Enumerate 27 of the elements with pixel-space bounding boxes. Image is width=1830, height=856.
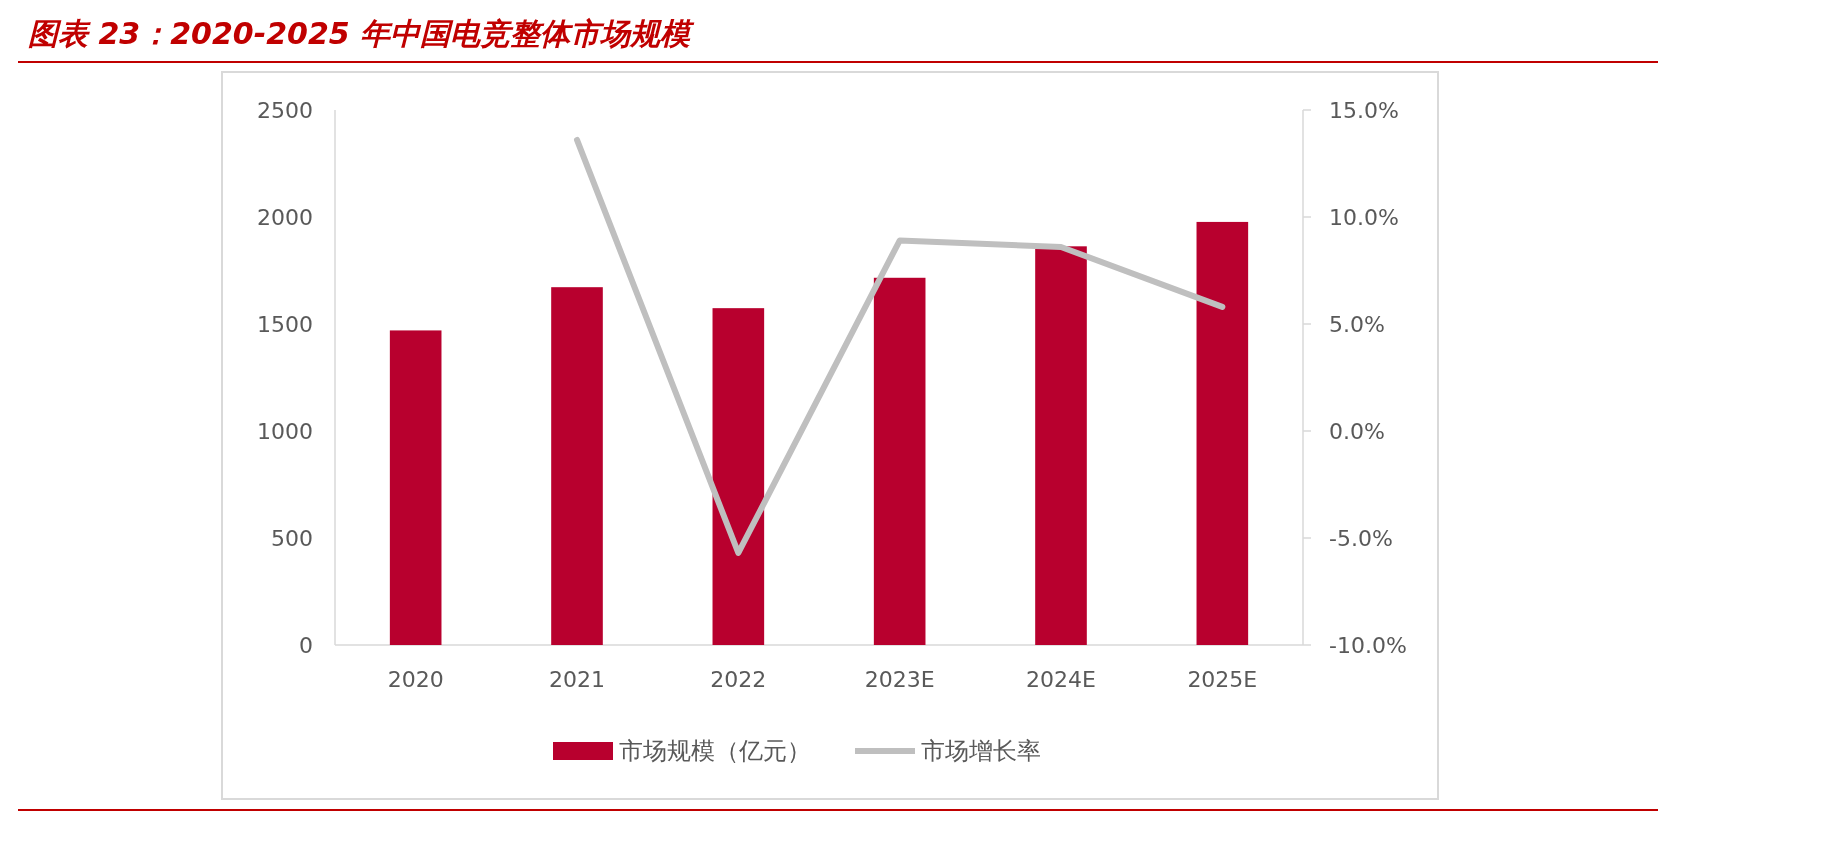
y2-tick-label: -10.0% <box>1329 632 1407 658</box>
y2-tick-label: -5.0% <box>1329 525 1393 551</box>
y2-tick-label: 15.0% <box>1329 97 1399 123</box>
bar <box>873 277 926 645</box>
x-tick-label: 2020 <box>387 667 444 692</box>
y-tick-label: 1500 <box>257 311 313 337</box>
legend-label: 市场规模（亿元） <box>619 737 811 766</box>
bar <box>712 308 765 645</box>
chart-title: 图表 23：2020-2025 年中国电竞整体市场规模 <box>28 16 696 51</box>
y-tick-label: 500 <box>271 525 313 551</box>
x-tick-label: 2025E <box>1187 667 1258 692</box>
bar <box>1035 246 1087 645</box>
y2-tick-label: 0.0% <box>1329 418 1385 444</box>
x-tick-label: 2023E <box>864 667 935 692</box>
x-tick-label: 2024E <box>1026 667 1096 692</box>
y-tick-label: 2500 <box>257 97 313 123</box>
y-tick-label: 0 <box>299 632 313 658</box>
bar <box>1196 221 1249 645</box>
y2-tick-label: 10.0% <box>1329 204 1399 230</box>
x-tick-label: 2022 <box>710 667 767 692</box>
y2-tick-label: 5.0% <box>1329 311 1385 337</box>
bar <box>551 287 603 645</box>
legend-label: 市场增长率 <box>921 737 1041 766</box>
y-tick-label: 2000 <box>257 204 313 230</box>
y-tick-label: 1000 <box>257 418 313 444</box>
x-tick-label: 2021 <box>549 667 605 692</box>
bar <box>389 330 442 645</box>
